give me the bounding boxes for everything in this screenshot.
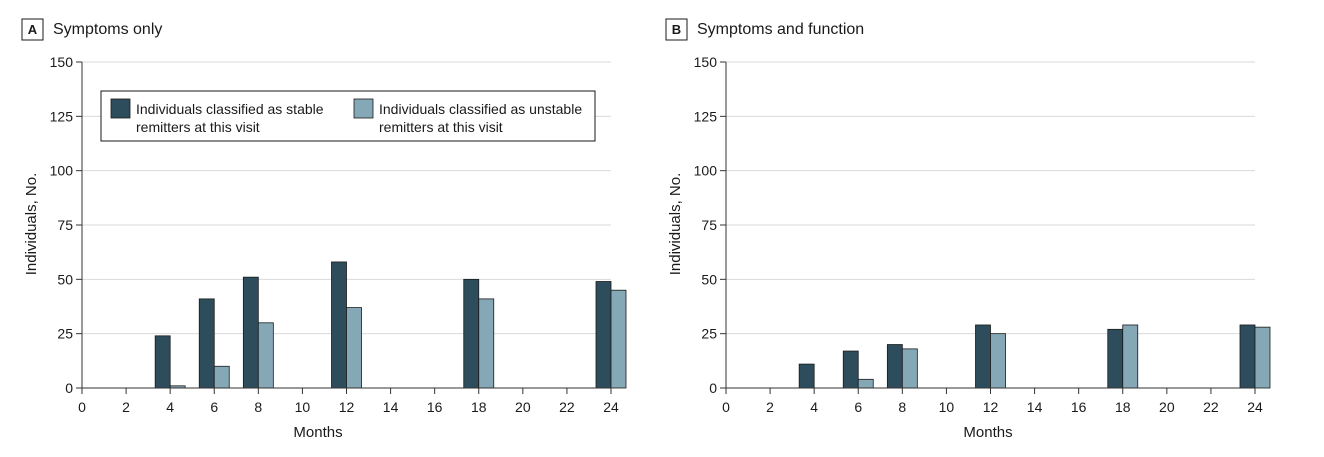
- legend-box: [100, 90, 596, 142]
- panel-b-x-tick-label: 18: [1115, 399, 1131, 415]
- panel-b-x-tick-label: 8: [898, 399, 906, 415]
- panel-a-y-tick-label: 75: [57, 217, 73, 233]
- panel-a-y-tick-label: 150: [50, 54, 74, 70]
- panel-b-x-tick-label: 20: [1159, 399, 1175, 415]
- panel-a-y-tick-label: 0: [65, 380, 73, 396]
- panel-b-y-tick-label: 125: [694, 108, 718, 124]
- panel-b-x-tick-label: 6: [854, 399, 862, 415]
- panel-b-x-tick-label: 14: [1027, 399, 1043, 415]
- legend-label-stable-line2: remitters at this visit: [136, 119, 260, 135]
- panel-b-x-tick-label: 4: [810, 399, 818, 415]
- panel-a-y-tick-label: 50: [57, 271, 73, 287]
- panel-a-bar-stable: [198, 298, 215, 389]
- panel-a-x-tick-label: 16: [427, 399, 443, 415]
- panel-b-bar-unstable: [1254, 326, 1271, 389]
- panel-a-x-tick-label: 4: [166, 399, 174, 415]
- panel-b-x-tick-label: 2: [766, 399, 774, 415]
- panel-a-x-tick-label: 0: [78, 399, 86, 415]
- panel-a-x-tick-label: 24: [603, 399, 619, 415]
- legend-swatch-stable: [110, 98, 131, 119]
- panel-a-bar-unstable: [610, 289, 627, 389]
- panel-a-letter-box: [21, 18, 44, 41]
- panel-b-y-tick-label: 150: [694, 54, 718, 70]
- panel-b-x-tick-label: 0: [722, 399, 730, 415]
- panel-a-x-tick-labels: 0 2 4 6 8 10 12 14 16 18 20 22 24: [78, 399, 619, 415]
- panel-b-letter-box: [665, 18, 688, 41]
- panel-b-y-tick-label: 25: [701, 326, 717, 342]
- panel-b-x-tick-labels: 0 2 4 6 8 10 12 14 16 18 20 22 24: [722, 399, 1263, 415]
- panel-b: B Symptoms and function 0255075100125150…: [665, 18, 1271, 441]
- panel-a-x-tick-label: 10: [295, 399, 311, 415]
- panel-b-bar-stable: [798, 363, 815, 389]
- panel-b-bar-unstable: [1122, 324, 1139, 389]
- panel-b-bar-unstable: [901, 348, 918, 389]
- panel-a-x-tick-label: 22: [559, 399, 575, 415]
- panel-a-letter: A: [28, 22, 38, 37]
- panel-a-x-tick-label: 20: [515, 399, 531, 415]
- panel-a-x-tick-label: 12: [339, 399, 355, 415]
- panel-b-bar-stable: [1107, 328, 1124, 389]
- panel-b-bar-unstable: [857, 378, 874, 389]
- panel-b-x-tick-label: 22: [1203, 399, 1219, 415]
- panel-a-axes: [76, 61, 612, 394]
- panel-a-x-tick-label: 2: [122, 399, 130, 415]
- panel-a-bar-unstable: [478, 298, 495, 389]
- panel-b-y-tick-label: 50: [701, 271, 717, 287]
- legend: Individuals classified as stable remitte…: [100, 90, 596, 142]
- legend-swatch-unstable: [353, 98, 374, 119]
- panel-b-y-tick-labels: 0 25 50 75 100 125 150: [694, 54, 718, 396]
- panel-b-bar-stable: [842, 350, 859, 389]
- panel-b-bar-unstable: [990, 333, 1006, 389]
- panel-b-x-tick-label: 16: [1071, 399, 1087, 415]
- panel-a-bar-unstable: [213, 365, 230, 389]
- panel-a-bar-stable: [331, 261, 347, 389]
- panel-a-x-tick-label: 6: [210, 399, 218, 415]
- panel-b-grid: [726, 61, 1255, 335]
- panel-a-bar-stable: [242, 276, 259, 389]
- panel-b-axes: [720, 61, 1256, 394]
- panel-a-y-tick-label: 100: [50, 163, 74, 179]
- panel-b-y-tick-label: 0: [709, 380, 717, 396]
- panel-a-bar-stable: [595, 281, 612, 389]
- panel-b-x-tick-label: 24: [1247, 399, 1263, 415]
- panel-a-x-tick-label: 18: [471, 399, 487, 415]
- legend-label-unstable-line1: Individuals classified as unstable: [379, 101, 582, 117]
- panel-a-y-tick-label: 125: [50, 108, 74, 124]
- panel-b-bar-stable: [1239, 324, 1256, 389]
- panel-a-y-tick-labels: 0 25 50 75 100 125 150: [50, 54, 74, 396]
- panel-a-title: Symptoms only: [53, 21, 162, 38]
- panel-b-letter: B: [672, 22, 681, 37]
- panel-a-bars: [154, 261, 627, 389]
- panel-a-bar-stable: [463, 278, 480, 389]
- panel-b-y-axis-label: Individuals, No.: [667, 173, 684, 276]
- panel-b-y-tick-label: 100: [694, 163, 718, 179]
- panel-b-bars: [798, 324, 1271, 389]
- panel-a-bar-stable: [154, 335, 171, 389]
- panel-a-bar-unstable: [257, 322, 274, 389]
- panel-a-y-axis-label: Individuals, No.: [23, 173, 40, 276]
- panel-b-title: Symptoms and function: [697, 21, 864, 38]
- panel-b-x-axis-label: Months: [963, 424, 1012, 441]
- panel-b-bar-stable: [975, 324, 991, 389]
- panel-b-bar-stable: [886, 344, 903, 389]
- panel-a-x-axis-label: Months: [293, 424, 342, 441]
- panel-a-x-tick-label: 14: [383, 399, 399, 415]
- legend-label-unstable-line2: remitters at this visit: [379, 119, 503, 135]
- legend-label-stable-line1: Individuals classified as stable: [136, 101, 324, 117]
- panel-b-y-tick-label: 75: [701, 217, 717, 233]
- panel-a-x-tick-label: 8: [254, 399, 262, 415]
- panel-b-x-tick-label: 12: [983, 399, 999, 415]
- panel-a-bar-unstable: [346, 307, 362, 389]
- panel-a-y-tick-label: 25: [57, 326, 73, 342]
- panel-b-x-tick-label: 10: [939, 399, 955, 415]
